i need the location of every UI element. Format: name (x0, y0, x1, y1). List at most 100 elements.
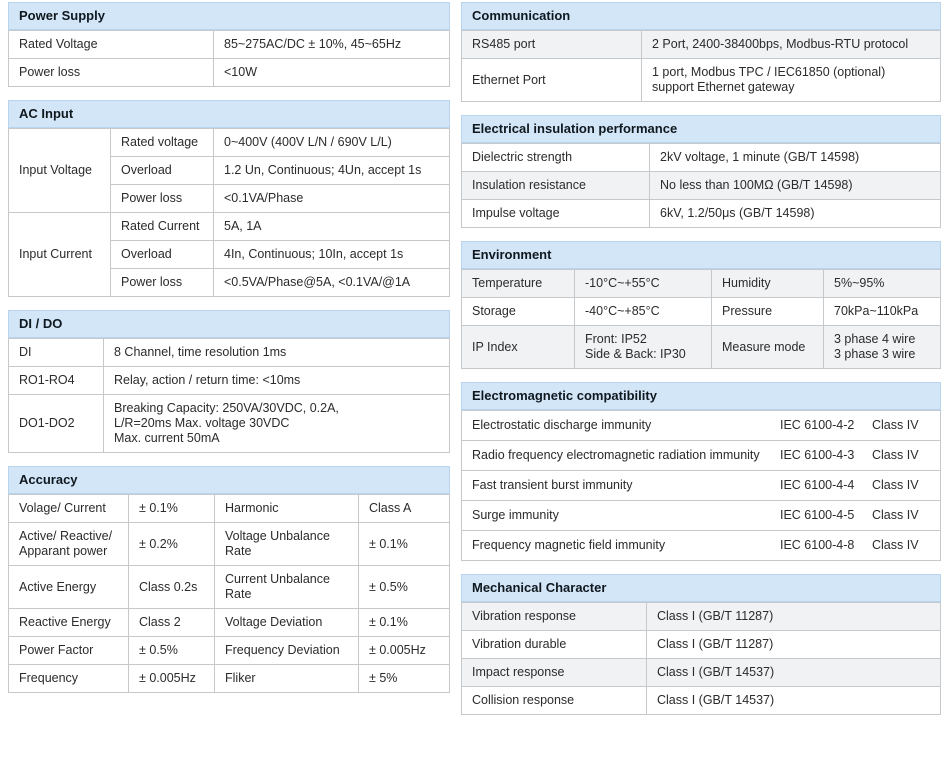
table-row: Power loss <0.5VA/Phase@5A, <0.1VA/@1A (9, 268, 450, 297)
table-row: Ethernet Port 1 port, Modbus TPC / IEC61… (461, 58, 941, 102)
spec-value: No less than 100MΩ (GB/T 14598) (649, 171, 941, 200)
spec-value: -40°C~+85°C (574, 297, 712, 326)
spec-label: Voltage Deviation (214, 608, 359, 637)
spec-value: 8 Channel, time resolution 1ms (103, 338, 450, 367)
spec-value: -10°C~+55°C (574, 269, 712, 298)
section-emc: Electromagnetic compatibility Electrosta… (461, 382, 941, 561)
spec-label: Overload (110, 156, 214, 185)
spec-label: DO1-DO2 (8, 394, 104, 453)
spec-label: Vibration response (461, 602, 647, 631)
di-do-table: DI 8 Channel, time resolution 1ms RO1-RO… (8, 338, 450, 453)
spec-label: Current Unbalance Rate (214, 565, 359, 609)
spec-standard: IEC 6100-4-8 (780, 538, 855, 552)
table-row: Power loss <0.1VA/Phase (9, 184, 450, 213)
table-row: Input Voltage Rated voltage 0~400V (400V… (8, 128, 450, 213)
table-row: Rated Voltage 85~275AC/DC ± 10%, 45~65Hz (8, 30, 450, 59)
spec-label: Overload (110, 240, 214, 269)
spec-label: Volage/ Current (8, 494, 129, 523)
spec-group-label: Input Voltage (8, 128, 111, 213)
table-row: Impact response Class I (GB/T 14537) (461, 658, 941, 687)
table-row: Power loss <10W (8, 58, 450, 87)
spec-value: ± 0.1% (358, 608, 450, 637)
spec-label: Temperature (461, 269, 575, 298)
spec-value: Class I (GB/T 14537) (646, 686, 941, 715)
spec-value: 0~400V (400V L/N / 690V L/L) (213, 128, 450, 157)
spec-label: Pressure (711, 297, 824, 326)
spec-label: Power loss (8, 58, 214, 87)
spec-label: Power loss (110, 184, 214, 213)
spec-label: Voltage Unbalance Rate (214, 522, 359, 566)
section-ac-input: AC Input Input Voltage Rated voltage 0~4… (8, 100, 450, 297)
section-mechanical: Mechanical Character Vibration response … (461, 574, 941, 715)
spec-value: Relay, action / return time: <10ms (103, 366, 450, 395)
spec-label: Active/ Reactive/ Apparant power (8, 522, 129, 566)
spec-value: Class A (358, 494, 450, 523)
spec-label: Reactive Energy (8, 608, 129, 637)
table-row: RS485 port 2 Port, 2400-38400bps, Modbus… (461, 30, 941, 59)
insulation-table: Dielectric strength 2kV voltage, 1 minut… (461, 143, 941, 228)
table-row: DI 8 Channel, time resolution 1ms (8, 338, 450, 367)
section-insulation: Electrical insulation performance Dielec… (461, 115, 941, 228)
environment-table: Temperature -10°C~+55°C Humidity 5%~95% … (461, 269, 941, 369)
section-title-insulation: Electrical insulation performance (461, 115, 941, 143)
spec-value: Class 0.2s (128, 565, 215, 609)
table-row: Vibration response Class I (GB/T 11287) (461, 602, 941, 631)
communication-table: RS485 port 2 Port, 2400-38400bps, Modbus… (461, 30, 941, 102)
spec-value: Front: IP52 Side & Back: IP30 (574, 325, 712, 369)
table-row: Storage -40°C~+85°C Pressure 70kPa~110kP… (461, 297, 941, 326)
ac-input-table: Input Voltage Rated voltage 0~400V (400V… (8, 128, 450, 297)
spec-class: Class IV (872, 418, 919, 432)
spec-sheet: Power Supply Rated Voltage 85~275AC/DC ±… (8, 2, 941, 728)
table-row: Overload 1.2 Un, Continuous; 4Un, accept… (9, 156, 450, 185)
emc-table: Electrostatic discharge immunity IEC 610… (461, 410, 941, 561)
spec-value: 85~275AC/DC ± 10%, 45~65Hz (213, 30, 450, 59)
section-communication: Communication RS485 port 2 Port, 2400-38… (461, 2, 941, 102)
power-supply-table: Rated Voltage 85~275AC/DC ± 10%, 45~65Hz… (8, 30, 450, 87)
right-column: Communication RS485 port 2 Port, 2400-38… (461, 2, 941, 728)
section-title-mechanical: Mechanical Character (461, 574, 941, 602)
spec-label: Active Energy (8, 565, 129, 609)
table-row: Impulse voltage 6kV, 1.2/50μs (GB/T 1459… (461, 199, 941, 228)
spec-class: Class IV (872, 508, 919, 522)
spec-label: Rated Current (110, 212, 214, 241)
spec-value: ± 0.5% (128, 636, 215, 665)
table-row: IP Index Front: IP52 Side & Back: IP30 M… (461, 325, 941, 369)
table-row: Active Energy Class 0.2s Current Unbalan… (8, 565, 450, 609)
section-title-emc: Electromagnetic compatibility (461, 382, 941, 410)
table-row: Vibration durable Class I (GB/T 11287) (461, 630, 941, 659)
spec-value: ± 0.005Hz (358, 636, 450, 665)
spec-class: Class IV (872, 478, 919, 492)
spec-group-label: Input Current (8, 212, 111, 297)
spec-label: RO1-RO4 (8, 366, 104, 395)
spec-label: IP Index (461, 325, 575, 369)
spec-label: Ethernet Port (461, 58, 642, 102)
spec-value: 4In, Continuous; 10In, accept 1s (213, 240, 450, 269)
section-accuracy: Accuracy Volage/ Current ± 0.1% Harmonic… (8, 466, 450, 693)
spec-label: Electrostatic discharge immunity (472, 418, 652, 432)
spec-label: Insulation resistance (461, 171, 650, 200)
spec-label: Measure mode (711, 325, 824, 369)
table-row: Electrostatic discharge immunity IEC 610… (461, 411, 941, 441)
spec-value: ± 0.1% (358, 522, 450, 566)
spec-label: Impact response (461, 658, 647, 687)
spec-value: ± 0.2% (128, 522, 215, 566)
spec-label: Power loss (110, 268, 214, 297)
spec-standard: IEC 6100-4-5 (780, 508, 855, 522)
spec-value: ± 0.5% (358, 565, 450, 609)
spec-value: 70kPa~110kPa (823, 297, 941, 326)
spec-value: 5%~95% (823, 269, 941, 298)
spec-label: Rated voltage (110, 128, 214, 157)
spec-label: Frequency magnetic field immunity (472, 538, 666, 552)
table-row: Fast transient burst immunity IEC 6100-4… (461, 471, 941, 501)
spec-standard: IEC 6100-4-3 (780, 448, 855, 462)
spec-label: Rated Voltage (8, 30, 214, 59)
table-row: Radio frequency electromagnetic radiatio… (461, 441, 941, 471)
spec-label: Humidity (711, 269, 824, 298)
spec-value: 5A, 1A (213, 212, 450, 241)
table-row: Frequency ± 0.005Hz Fliker ± 5% (8, 664, 450, 693)
spec-label: Frequency Deviation (214, 636, 359, 665)
spec-label: Frequency (8, 664, 129, 693)
spec-label: RS485 port (461, 30, 642, 59)
section-title-environment: Environment (461, 241, 941, 269)
spec-label: DI (8, 338, 104, 367)
